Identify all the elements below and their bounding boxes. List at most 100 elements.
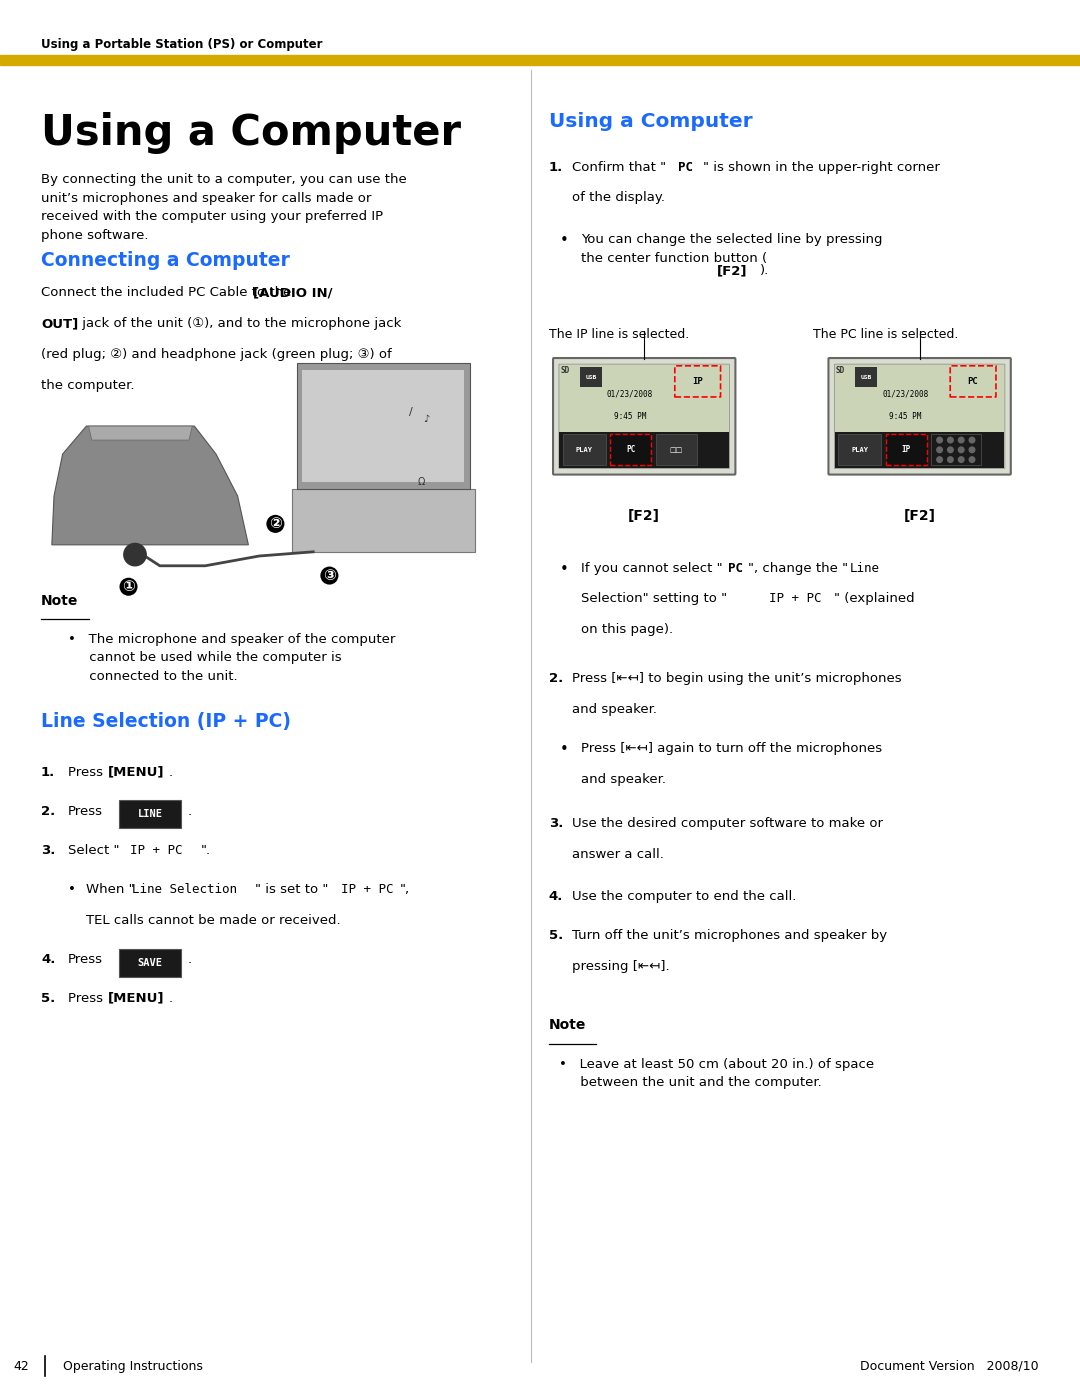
Text: Select ": Select ": [68, 844, 120, 856]
Text: [MENU]: [MENU]: [108, 992, 164, 1004]
Text: ",: ",: [400, 883, 409, 895]
Text: Line: Line: [850, 562, 880, 574]
Text: ③: ③: [323, 569, 336, 583]
Text: SD: SD: [836, 366, 846, 374]
Text: and speaker.: and speaker.: [572, 703, 658, 715]
Text: PC: PC: [626, 446, 635, 454]
Bar: [302, 370, 464, 482]
Text: .: .: [168, 992, 173, 1004]
Text: You can change the selected line by pressing
the center function button (: You can change the selected line by pres…: [581, 233, 882, 265]
Bar: [610, 434, 651, 465]
Text: IP + PC: IP + PC: [130, 844, 183, 856]
Text: ".: ".: [201, 844, 211, 856]
Text: Line Selection (IP + PC): Line Selection (IP + PC): [41, 712, 291, 732]
Text: •: •: [559, 233, 568, 249]
Bar: [931, 434, 981, 465]
Text: 1.: 1.: [549, 161, 563, 173]
Text: 4.: 4.: [549, 890, 563, 902]
Text: 01/23/2008: 01/23/2008: [882, 390, 929, 398]
Text: IP + PC: IP + PC: [341, 883, 394, 895]
Text: 5.: 5.: [41, 992, 55, 1004]
Bar: [886, 434, 927, 465]
Text: [F2]: [F2]: [717, 264, 747, 277]
Circle shape: [958, 457, 964, 462]
Bar: [563, 434, 606, 465]
Polygon shape: [52, 426, 248, 545]
Text: Selection" setting to ": Selection" setting to ": [581, 592, 727, 605]
Text: SAVE: SAVE: [137, 957, 163, 968]
Text: Line Selection: Line Selection: [132, 883, 237, 895]
Text: LINE: LINE: [137, 809, 163, 820]
Text: [AUDIO IN/: [AUDIO IN/: [253, 286, 333, 299]
Text: (red plug; ②) and headphone jack (green plug; ③) of: (red plug; ②) and headphone jack (green …: [41, 348, 392, 360]
Text: answer a call.: answer a call.: [572, 848, 664, 861]
Text: ①: ①: [122, 580, 135, 594]
Circle shape: [947, 457, 954, 462]
Text: .: .: [168, 766, 173, 778]
Text: USB: USB: [861, 374, 872, 380]
Text: •   The microphone and speaker of the computer
     cannot be used while the com: • The microphone and speaker of the comp…: [68, 633, 395, 683]
Circle shape: [936, 447, 943, 453]
Text: PLAY: PLAY: [576, 447, 593, 453]
Text: Ω: Ω: [418, 476, 424, 488]
Text: IP: IP: [692, 377, 703, 386]
FancyBboxPatch shape: [828, 358, 1011, 475]
Text: " is shown in the upper-right corner: " is shown in the upper-right corner: [703, 161, 940, 173]
Text: Operating Instructions: Operating Instructions: [63, 1359, 203, 1373]
Circle shape: [936, 437, 943, 443]
Text: " (explained: " (explained: [834, 592, 915, 605]
Text: IP + PC: IP + PC: [769, 592, 822, 605]
Circle shape: [958, 447, 964, 453]
Text: Press [⇤↤] again to turn off the microphones: Press [⇤↤] again to turn off the microph…: [581, 742, 882, 754]
Bar: [835, 432, 1004, 468]
Text: of the display.: of the display.: [572, 191, 665, 204]
Text: 9:45 PM: 9:45 PM: [889, 412, 921, 420]
Circle shape: [124, 543, 146, 566]
Text: jack of the unit (①), and to the microphone jack: jack of the unit (①), and to the microph…: [78, 317, 401, 330]
Text: If you cannot select ": If you cannot select ": [581, 562, 723, 574]
FancyBboxPatch shape: [835, 365, 1004, 468]
Text: Note: Note: [549, 1018, 586, 1032]
Text: IP: IP: [902, 446, 910, 454]
Text: Press: Press: [68, 953, 103, 965]
Text: ", change the ": ", change the ": [748, 562, 849, 574]
Text: •   Leave at least 50 cm (about 20 in.) of space
     between the unit and the c: • Leave at least 50 cm (about 20 in.) of…: [559, 1058, 875, 1090]
Text: Using a Computer: Using a Computer: [41, 112, 461, 154]
Circle shape: [936, 457, 943, 462]
Text: 4.: 4.: [41, 953, 55, 965]
Text: ♪: ♪: [423, 414, 430, 425]
Text: ).: ).: [760, 264, 770, 277]
Text: ②: ②: [269, 517, 282, 531]
Bar: [559, 432, 729, 468]
Text: Using a Computer: Using a Computer: [549, 112, 753, 131]
Bar: [292, 489, 475, 552]
FancyBboxPatch shape: [559, 365, 729, 468]
Polygon shape: [89, 426, 192, 440]
Text: 5.: 5.: [549, 929, 563, 942]
Text: 01/23/2008: 01/23/2008: [607, 390, 653, 398]
Circle shape: [958, 437, 964, 443]
Text: on this page).: on this page).: [581, 623, 673, 636]
Bar: [656, 434, 697, 465]
Text: Using a Portable Station (PS) or Computer: Using a Portable Station (PS) or Compute…: [41, 38, 323, 52]
Text: OUT]: OUT]: [41, 317, 78, 330]
Text: Use the computer to end the call.: Use the computer to end the call.: [572, 890, 797, 902]
FancyBboxPatch shape: [119, 800, 181, 828]
Text: SD: SD: [561, 366, 570, 374]
Bar: [0, 56, 1080, 66]
FancyBboxPatch shape: [553, 358, 735, 475]
Bar: [838, 434, 881, 465]
Circle shape: [947, 447, 954, 453]
Text: [F2]: [F2]: [904, 509, 935, 522]
Text: PC: PC: [968, 377, 978, 386]
Text: .: .: [188, 805, 192, 817]
Text: Document Version   2008/10: Document Version 2008/10: [861, 1359, 1039, 1373]
FancyBboxPatch shape: [119, 949, 181, 977]
Bar: [297, 363, 470, 489]
Text: Connect the included PC Cable to the: Connect the included PC Cable to the: [41, 286, 296, 299]
Text: The PC line is selected.: The PC line is selected.: [813, 328, 959, 341]
Text: " is set to ": " is set to ": [255, 883, 328, 895]
Text: the computer.: the computer.: [41, 379, 135, 391]
Text: 2.: 2.: [41, 805, 55, 817]
Text: •: •: [559, 742, 568, 757]
